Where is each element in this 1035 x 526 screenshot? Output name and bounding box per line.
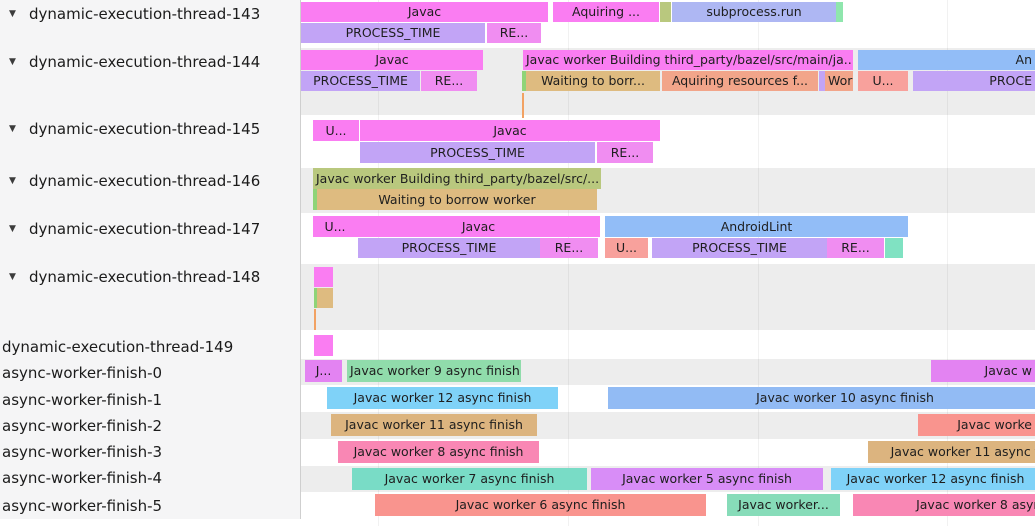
trace-bar[interactable]: RE...	[827, 238, 884, 258]
gridline	[758, 0, 759, 526]
trace-bar[interactable]: Aquiring ...	[553, 2, 659, 22]
sidebar: ▼ dynamic-execution-thread-143 ▼ dynamic-ex…	[0, 0, 301, 519]
trace-bar[interactable]: PROCESS_TIME	[301, 23, 485, 43]
trace-bar[interactable]: subprocess.run	[672, 2, 836, 22]
triangle-down-icon[interactable]: ▼	[9, 224, 16, 234]
trace-bar[interactable]: Waiting to borrow worker	[317, 189, 597, 210]
track-label: dynamic-execution-thread-146	[29, 172, 261, 190]
track-label: async-worker-finish-4	[2, 469, 163, 487]
trace-bar[interactable]: PROCESS_TIME	[360, 142, 595, 163]
trace-bar[interactable]: Javac worker 5 async finish	[591, 468, 823, 490]
track-label: async-worker-finish-3	[2, 443, 163, 461]
trace-bar[interactable]: Javac	[360, 120, 660, 141]
trace-bar[interactable]: PROCE	[913, 71, 1035, 91]
trace-bar[interactable]	[314, 267, 333, 287]
trace-bar[interactable]: Javac worker 8 async finish	[853, 494, 1035, 516]
trace-bar[interactable]: Javac worke	[918, 414, 1035, 436]
trace-bar[interactable]: Javac worker 12 async finish	[831, 468, 1035, 490]
trace-bar[interactable]: Javac worker 10 async finish	[608, 387, 1035, 409]
trace-bar[interactable]	[314, 335, 333, 356]
sidebar-row: async-worker-finish-2	[0, 417, 162, 435]
trace-bar[interactable]: Javac worker 7 async finish	[352, 468, 587, 490]
trace-bar[interactable]: Javac worker 9 async finish	[347, 360, 521, 382]
track-label: dynamic-execution-thread-149	[2, 338, 234, 356]
trace-tick[interactable]	[522, 93, 524, 118]
track-label: dynamic-execution-thread-144	[29, 53, 261, 71]
sidebar-row: async-worker-finish-0	[0, 364, 162, 382]
sidebar-row: async-worker-finish-5	[0, 497, 162, 515]
track-label: dynamic-execution-thread-148	[29, 268, 261, 286]
sidebar-row: async-worker-finish-3	[0, 443, 162, 461]
trace-bar[interactable]: Wor	[825, 71, 853, 91]
trace-bar[interactable]: RE...	[597, 142, 653, 163]
trace-bar[interactable]: U...	[313, 120, 359, 141]
trace-bar[interactable]	[836, 2, 843, 22]
sidebar-row[interactable]: ▼ dynamic-execution-thread-144	[0, 53, 260, 71]
trace-bar[interactable]	[819, 71, 825, 91]
trace-bar[interactable]: Javac	[357, 216, 600, 237]
track-label: dynamic-execution-thread-147	[29, 220, 261, 238]
sidebar-row: async-worker-finish-4	[0, 469, 162, 487]
trace-bar[interactable]: Javac	[301, 2, 548, 22]
trace-tick[interactable]	[314, 309, 316, 330]
sidebar-row[interactable]: ▼ dynamic-execution-thread-148	[0, 268, 260, 286]
trace-bar[interactable]: RE...	[540, 238, 598, 258]
sidebar-row[interactable]: ▼ dynamic-execution-thread-143	[0, 5, 260, 23]
sidebar-row: async-worker-finish-1	[0, 391, 162, 409]
trace-bar[interactable]: RE...	[487, 23, 541, 43]
triangle-down-icon[interactable]: ▼	[9, 9, 16, 19]
track-label: async-worker-finish-5	[2, 497, 163, 515]
trace-bar[interactable]	[317, 288, 333, 308]
gridline	[378, 0, 379, 526]
track-label: async-worker-finish-0	[2, 364, 163, 382]
trace-bar[interactable]	[660, 2, 671, 22]
track-label: dynamic-execution-thread-143	[29, 5, 261, 23]
trace-bar[interactable]: PROCESS_TIME	[652, 238, 827, 258]
trace-bar[interactable]: Javac worker Building third_party/bazel/…	[523, 50, 853, 70]
gridline	[947, 0, 948, 526]
trace-bar[interactable]: Waiting to borr...	[526, 71, 660, 91]
trace-bar[interactable]: Javac w	[931, 360, 1035, 382]
trace-bar[interactable]: Javac worker 11 async finish	[868, 441, 1035, 463]
sidebar-row[interactable]: ▼ dynamic-execution-thread-147	[0, 220, 260, 238]
triangle-down-icon[interactable]: ▼	[9, 272, 16, 282]
trace-bar[interactable]: Javac worker 11 async finish	[331, 414, 537, 436]
trace-bar[interactable]: Javac worker 6 async finish	[375, 494, 706, 516]
trace-bar[interactable]: Javac worker...	[727, 494, 840, 516]
sidebar-row[interactable]: ▼ dynamic-execution-thread-145	[0, 120, 260, 138]
track-label: async-worker-finish-2	[2, 417, 163, 435]
triangle-down-icon[interactable]: ▼	[9, 176, 16, 186]
trace-bar[interactable]: U...	[858, 71, 908, 91]
triangle-down-icon[interactable]: ▼	[9, 57, 16, 67]
trace-bar[interactable]: Javac worker 8 async finish	[338, 441, 539, 463]
trace-bar[interactable]: PROCESS_TIME	[358, 238, 540, 258]
trace-bar[interactable]: RE...	[421, 71, 477, 91]
track-label: async-worker-finish-1	[2, 391, 163, 409]
trace-bar[interactable]: Javac worker 12 async finish	[327, 387, 558, 409]
trace-bar[interactable]: U...	[605, 238, 648, 258]
trace-bar[interactable]	[313, 189, 319, 210]
trace-bar[interactable]: U...	[313, 216, 357, 237]
triangle-down-icon[interactable]: ▼	[9, 124, 16, 134]
trace-bar[interactable]: Aquiring resources f...	[662, 71, 818, 91]
trace-bar[interactable]: J...	[305, 360, 342, 382]
sidebar-row[interactable]: ▼ dynamic-execution-thread-146	[0, 172, 260, 190]
trace-bar[interactable]	[885, 238, 903, 258]
trace-bar[interactable]: PROCESS_TIME	[301, 71, 420, 91]
trace-bar[interactable]: AndroidLint	[605, 216, 908, 237]
track-label: dynamic-execution-thread-145	[29, 120, 261, 138]
trace-bar[interactable]: Javac	[301, 50, 483, 70]
trace-bar[interactable]: Javac worker Building third_party/bazel/…	[313, 168, 601, 189]
sidebar-row: dynamic-execution-thread-149	[0, 338, 233, 356]
row-band	[301, 264, 1035, 330]
trace-bar[interactable]: An	[858, 50, 1035, 70]
trace-bar[interactable]	[522, 71, 528, 91]
gridline	[568, 0, 569, 526]
